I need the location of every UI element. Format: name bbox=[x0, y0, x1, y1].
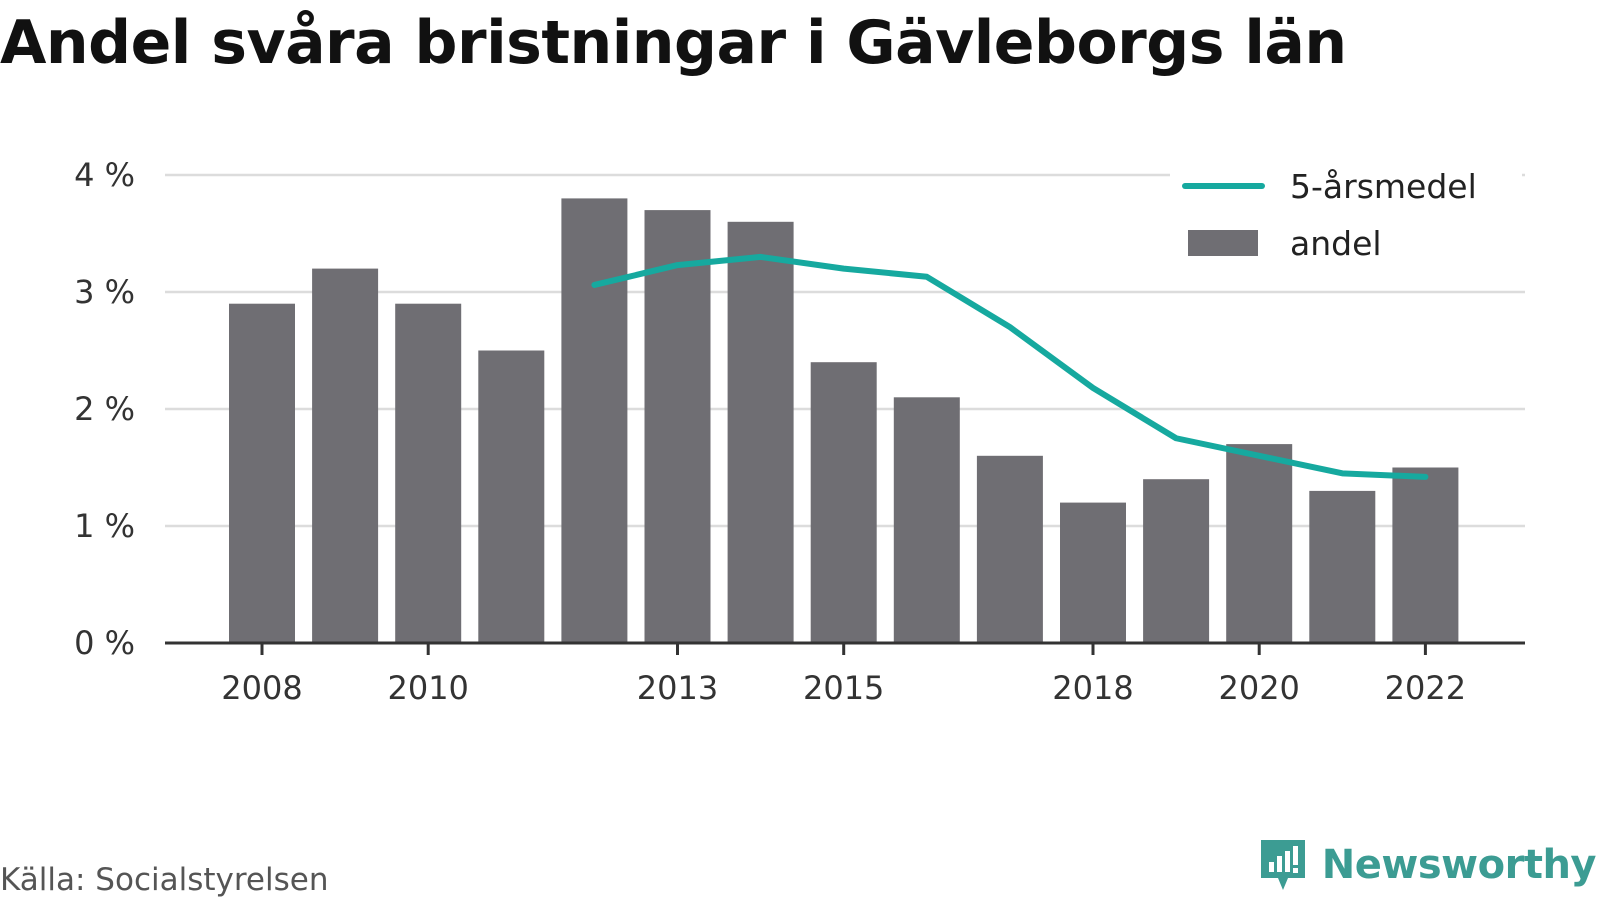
chart-title: Andel svåra bristningar i Gävleborgs län bbox=[0, 8, 1347, 78]
legend-label: 5-årsmedel bbox=[1290, 167, 1477, 206]
x-tick-label: 2015 bbox=[803, 669, 884, 707]
bar bbox=[1143, 479, 1210, 643]
legend-background bbox=[1170, 158, 1522, 276]
legend: 5-årsmedel andel bbox=[1170, 158, 1522, 276]
bar bbox=[1226, 444, 1293, 643]
y-tick-label: 2 % bbox=[74, 390, 135, 428]
bar bbox=[229, 303, 295, 643]
bar bbox=[1060, 502, 1126, 643]
x-tick-label: 2008 bbox=[221, 669, 302, 707]
x-tick-label: 2020 bbox=[1218, 669, 1299, 707]
y-tick-label: 4 % bbox=[74, 156, 135, 194]
brand: Newsworthy bbox=[1258, 838, 1597, 892]
line-series bbox=[591, 253, 1429, 480]
source-note: Källa: Socialstyrelsen bbox=[0, 862, 329, 898]
bar bbox=[644, 210, 711, 643]
bar bbox=[893, 397, 960, 643]
bar bbox=[561, 198, 628, 643]
newsworthy-logo-icon bbox=[1260, 840, 1305, 890]
y-tick-label: 0 % bbox=[74, 624, 135, 662]
legend-label: andel bbox=[1290, 224, 1382, 263]
trend-line bbox=[591, 253, 1429, 480]
y-tick-label: 3 % bbox=[74, 273, 135, 311]
x-tick-label: 2018 bbox=[1052, 669, 1133, 707]
axes: 0 % 1 % 2 % 3 % 4 % 2008 2010 2013 2015 2018 2020 2… bbox=[74, 156, 1525, 707]
bar bbox=[395, 303, 462, 643]
bar bbox=[727, 221, 794, 644]
legend-bar-swatch bbox=[1188, 230, 1258, 256]
bar bbox=[478, 350, 545, 643]
brand-name: Newsworthy bbox=[1321, 842, 1597, 888]
x-tick-label: 2010 bbox=[387, 669, 468, 707]
x-tick-label: 2013 bbox=[637, 669, 718, 707]
x-tick-label: 2022 bbox=[1385, 669, 1466, 707]
bar bbox=[810, 362, 877, 643]
y-tick-label: 1 % bbox=[74, 507, 135, 545]
bars bbox=[229, 198, 1459, 644]
bar bbox=[1309, 490, 1376, 643]
bar bbox=[1392, 467, 1459, 643]
bar bbox=[312, 268, 379, 643]
bar bbox=[976, 455, 1043, 643]
